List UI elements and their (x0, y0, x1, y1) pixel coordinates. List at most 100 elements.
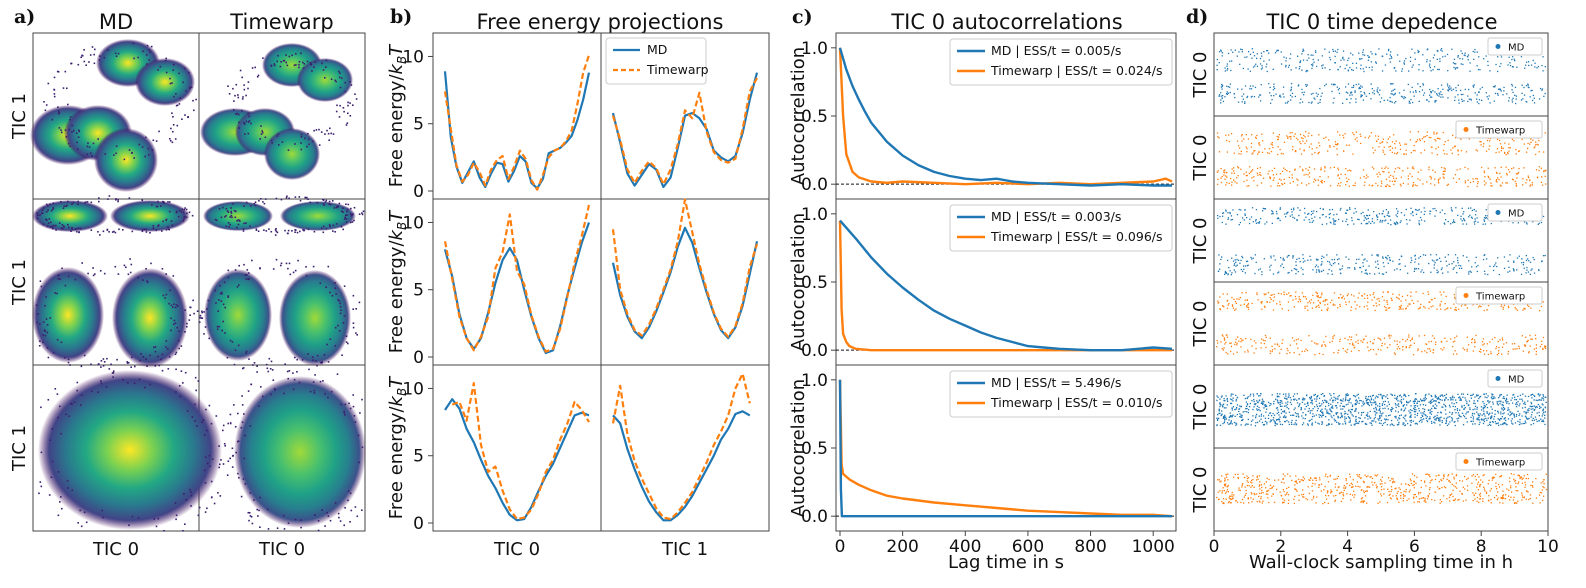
scatter-point (1316, 295, 1318, 297)
legend-box (1455, 286, 1543, 305)
scatter-point (1378, 300, 1380, 302)
scatter-point (1391, 93, 1394, 95)
scatter-point (1384, 220, 1386, 222)
scatter-point (1446, 265, 1448, 267)
scatter-point (1280, 408, 1282, 411)
scatter-point (1448, 404, 1451, 406)
scatter-point (1502, 94, 1504, 96)
scatter-point (1394, 93, 1396, 95)
scatter-point (1383, 171, 1385, 173)
scatter-point (1360, 142, 1362, 144)
heat-speck (300, 519, 302, 521)
scatter-point (1360, 212, 1362, 215)
scatter-point (1410, 419, 1412, 421)
heat-speck (295, 64, 297, 66)
heat-speck (238, 476, 240, 479)
scatter-point (1316, 410, 1319, 412)
scatter-point (1367, 55, 1369, 57)
heat-speck (145, 54, 148, 56)
scatter-point (1435, 140, 1437, 142)
scatter-point (1280, 96, 1282, 98)
heat-speck (294, 518, 297, 521)
heat-speck (184, 207, 186, 209)
scatter-point (1445, 219, 1447, 221)
scatter-point (1238, 224, 1240, 226)
heat-speck (300, 142, 302, 144)
heat-speck (35, 304, 38, 306)
scatter-point (1315, 264, 1318, 266)
heat-speck (185, 499, 187, 501)
heat-speck (345, 221, 348, 223)
scatter-point (1244, 272, 1246, 274)
scatter-point (1335, 412, 1337, 414)
scatter-point (1476, 270, 1478, 273)
scatter-point (1516, 402, 1518, 404)
heat-speck (294, 356, 296, 359)
scatter-point (1283, 410, 1286, 412)
scatter-point (1388, 257, 1391, 259)
scatter-point (1487, 305, 1490, 307)
heat-speck (231, 466, 234, 468)
scatter-point (1543, 411, 1545, 414)
scatter-point (1524, 401, 1526, 403)
scatter-point (1443, 153, 1446, 155)
heat-speck (227, 211, 230, 213)
scatter-point (1348, 178, 1350, 180)
heat-speck (38, 492, 40, 495)
scatter-point (1251, 302, 1253, 305)
heat-speck (67, 358, 70, 361)
scatter-point (1313, 97, 1315, 99)
heat-speck (189, 87, 191, 90)
scatter-point (1364, 423, 1367, 425)
scatter-point (1487, 400, 1489, 402)
scatter-point (1279, 173, 1282, 175)
scatter-point (1395, 406, 1397, 409)
heat-speck (185, 208, 188, 211)
heat-speck (353, 206, 356, 209)
scatter-point (1430, 70, 1432, 72)
scatter-point (1366, 215, 1369, 217)
heat-speck (300, 136, 303, 138)
heat-speck (283, 514, 285, 517)
scatter-point (1302, 50, 1304, 52)
scatter-point (1501, 416, 1503, 418)
scatter-point (1218, 51, 1221, 53)
heat-speck (229, 422, 232, 425)
scatter-point (1269, 352, 1271, 355)
heat-speck (165, 346, 167, 348)
scatter-point (1307, 309, 1309, 311)
scatter-point (1360, 85, 1362, 87)
heat-speck (80, 394, 83, 396)
heat-speck (347, 104, 349, 107)
scatter-point (1517, 395, 1519, 397)
scatter-point (1302, 168, 1304, 171)
scatter-point (1264, 334, 1267, 337)
legend-box (949, 204, 1173, 252)
scatter-point (1502, 413, 1504, 415)
scatter-point (1379, 173, 1381, 176)
scatter-point (1221, 334, 1223, 336)
heat-speck (71, 227, 73, 229)
scatter-point (1290, 295, 1292, 297)
scatter-point (1528, 260, 1530, 262)
scatter-point (1256, 65, 1259, 67)
scatter-point (1416, 414, 1418, 417)
scatter-point (1276, 423, 1278, 425)
scatter-point (1305, 405, 1307, 408)
scatter-point (1454, 421, 1456, 423)
heat-speck (36, 217, 39, 220)
scatter-point (1305, 216, 1307, 218)
scatter-point (1434, 207, 1436, 210)
scatter-point (1237, 145, 1240, 147)
scatter-point (1463, 404, 1465, 407)
scatter-point (1277, 185, 1279, 187)
scatter-point (1308, 132, 1310, 134)
heat-speck (60, 496, 62, 498)
heat-speck (61, 224, 64, 226)
scatter-point (1269, 405, 1271, 407)
scatter-point (1328, 217, 1331, 219)
scatter-point (1222, 404, 1224, 406)
scatter-point (1486, 343, 1488, 345)
scatter-point (1383, 395, 1385, 397)
scatter-point (1265, 411, 1267, 413)
